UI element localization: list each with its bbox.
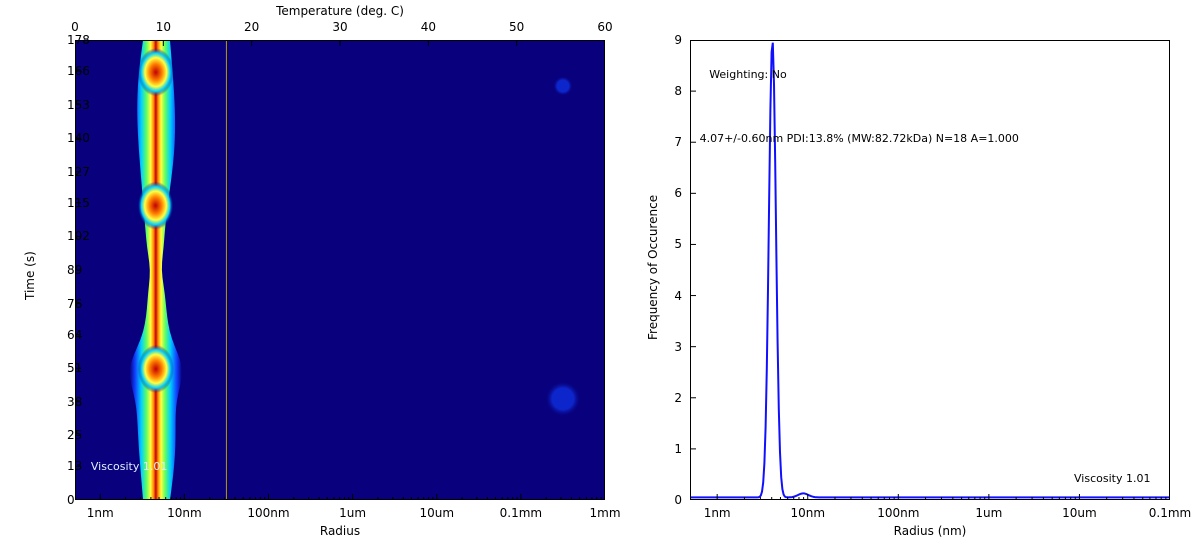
right-xtick-label: 100nm [877, 506, 919, 520]
right-ylabel: Frequency of Occurence [646, 195, 660, 340]
right-xtick-label: 0.1mm [1149, 506, 1191, 520]
right-line-panel: Frequency of Occurence Radius (nm) Weigh… [0, 0, 1200, 560]
right-xtick-label: 10nm [790, 506, 825, 520]
right-ytick-label: 6 [674, 186, 682, 200]
right-ytick-label: 8 [674, 84, 682, 98]
right-xlabel: Radius (nm) [690, 524, 1170, 538]
right-ytick-label: 0 [674, 493, 682, 507]
right-ytick-label: 7 [674, 135, 682, 149]
right-xtick-label: 1um [975, 506, 1002, 520]
right-ytick-label: 9 [674, 33, 682, 47]
right-weighting-text: Weighting: No [709, 68, 787, 81]
right-ytick-label: 5 [674, 237, 682, 251]
right-xtick-label: 1nm [704, 506, 731, 520]
right-ytick-label: 1 [674, 442, 682, 456]
right-stats-text: 4.07+/-0.60nm PDI:13.8% (MW:82.72kDa) N=… [700, 132, 1019, 145]
figure: Temperature (deg. C) Time (s) Radius Vis… [0, 0, 1200, 550]
right-ytick-label: 4 [674, 289, 682, 303]
right-viscosity-text: Viscosity 1.01 [1074, 472, 1150, 485]
right-plot-area [690, 40, 1170, 500]
right-ytick-label: 3 [674, 340, 682, 354]
right-line-svg [690, 40, 1170, 500]
right-xtick-label: 10um [1062, 506, 1097, 520]
right-ytick-label: 2 [674, 391, 682, 405]
